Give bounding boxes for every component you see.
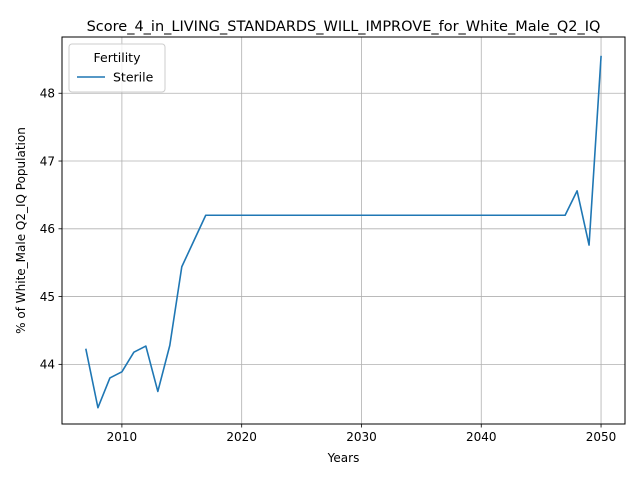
chart-title: Score_4_in_LIVING_STANDARDS_WILL_IMPROVE…	[87, 19, 601, 35]
x-axis-label: Years	[327, 451, 360, 465]
x-tick-label: 2050	[586, 430, 617, 444]
y-tick-label: 47	[40, 154, 55, 168]
legend-title: Fertility	[94, 50, 142, 65]
x-axis-ticks: 2010 2020 2030 2040 2050	[107, 424, 617, 444]
x-tick-label: 2030	[346, 430, 377, 444]
y-tick-label: 46	[40, 222, 55, 236]
series-line-sterile	[85, 55, 602, 409]
y-axis-label: % of White_Male Q2_IQ Population	[14, 127, 28, 334]
y-tick-label: 48	[40, 87, 55, 101]
y-axis-ticks: 44 45 46 47 48	[40, 87, 62, 372]
legend-box	[68, 43, 166, 93]
legend-label-sterile: Sterile	[113, 70, 154, 85]
plot-area-frame	[61, 36, 626, 425]
y-tick-label: 44	[40, 358, 55, 372]
y-tick-label: 45	[40, 290, 55, 304]
series-lines	[85, 55, 602, 409]
grid-lines	[62, 37, 625, 424]
x-tick-label: 2020	[226, 430, 257, 444]
legend: Fertility Sterile	[68, 43, 166, 93]
x-tick-label: 2040	[466, 430, 497, 444]
x-tick-label: 2010	[107, 430, 138, 444]
